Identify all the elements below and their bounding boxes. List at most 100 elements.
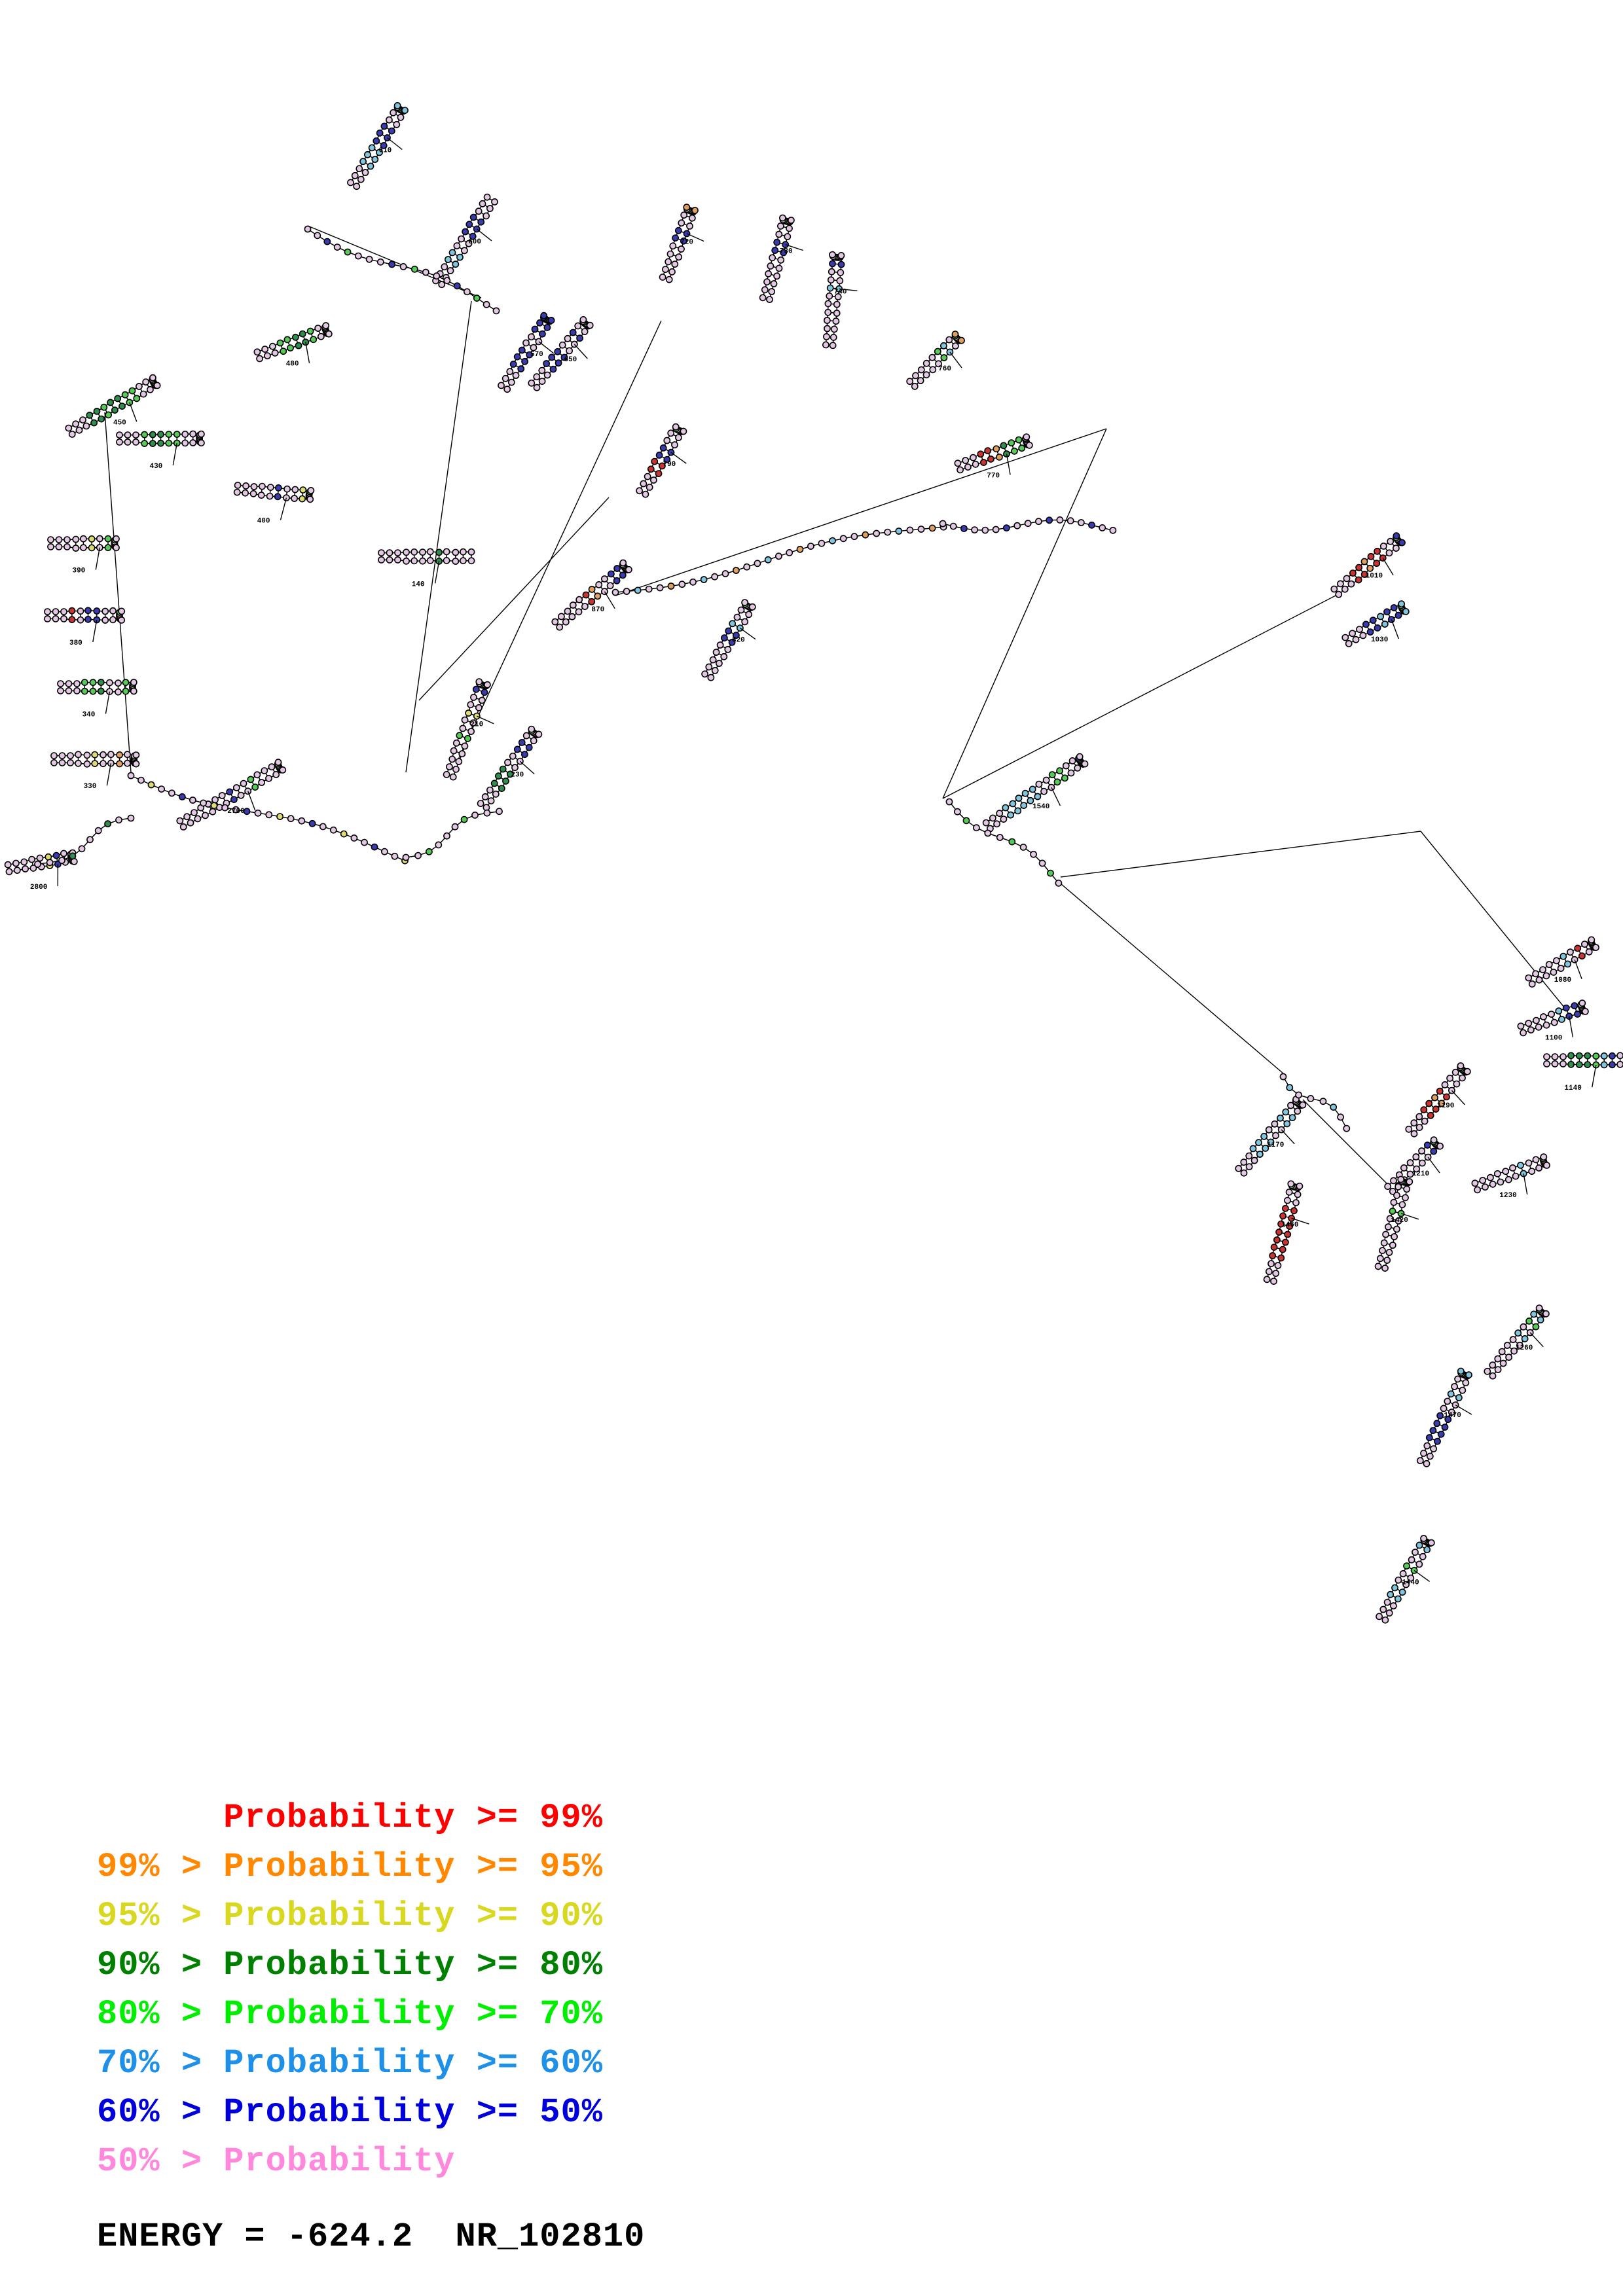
legend-row-p70: 80% > Probability >= 70%: [97, 1995, 603, 2034]
nucleotide-circle: [351, 171, 359, 179]
position-label: 390: [72, 567, 85, 575]
nucleotide-circle: [506, 770, 514, 778]
nucleotide-circle: [833, 310, 841, 317]
nucleotide-circle: [116, 751, 123, 759]
nucleotide-circle: [149, 440, 156, 447]
nucleotide-circle: [1273, 1236, 1281, 1244]
nucleotide-circle: [720, 653, 728, 660]
nucleotide-circle: [475, 678, 483, 685]
nucleotide-circle: [663, 456, 671, 463]
nucleotide-circle: [993, 445, 1000, 453]
nucleotide-circle: [452, 739, 460, 747]
position-label: 450: [113, 419, 126, 427]
nucleotide-circle: [773, 238, 781, 246]
nucleotide-circle: [1288, 1114, 1296, 1121]
position-label: 140: [412, 581, 425, 588]
position-label: 1210: [1412, 1170, 1429, 1178]
nucleotide-circle: [1489, 1180, 1497, 1188]
nucleotide-circle: [1067, 517, 1074, 525]
nucleotide-circle: [1399, 1570, 1407, 1577]
position-leader-line: [519, 761, 535, 775]
nucleotide-circle: [1369, 617, 1377, 624]
nucleotide-circle: [1381, 1616, 1389, 1624]
nucleotide-circle: [29, 865, 37, 872]
nucleotide-circle: [380, 122, 388, 130]
long-range-connector-2: [405, 300, 472, 773]
nucleotide-circle: [1381, 620, 1389, 628]
nucleotide-circle: [1415, 1560, 1423, 1568]
nucleotide-circle: [659, 273, 666, 281]
nucleotide-circle: [458, 750, 466, 758]
nucleotide-circle: [451, 823, 459, 831]
nucleotide-circle: [828, 268, 835, 276]
nucleotide-circle: [34, 860, 41, 868]
nucleotide-circle: [1471, 1179, 1479, 1187]
nucleotide-circle: [786, 224, 793, 232]
nucleotide-circle: [462, 228, 469, 236]
nucleotide-circle: [460, 557, 467, 565]
nucleotide-circle: [1448, 1408, 1455, 1416]
nucleotide-circle: [581, 328, 589, 335]
nucleotide-circle: [1451, 1383, 1458, 1390]
nucleotide-circle: [895, 528, 903, 535]
long-range-connector-11: [104, 412, 132, 773]
position-label: 380: [69, 639, 82, 647]
nucleotide-circle: [1574, 1011, 1581, 1018]
nucleotide-circle: [1558, 1016, 1565, 1023]
nucleotide-circle: [419, 548, 426, 556]
nucleotide-circle: [829, 260, 836, 268]
nucleotide-circle: [1286, 1084, 1294, 1092]
nucleotide-circle: [530, 344, 538, 351]
nucleotide-circle: [189, 797, 196, 804]
nucleotide-circle: [266, 492, 274, 500]
nucleotide-circle: [458, 235, 465, 243]
nucleotide-circle: [1502, 1168, 1510, 1175]
nucleotide-circle: [176, 817, 184, 825]
nucleotide-circle: [359, 158, 367, 166]
nucleotide-circle: [665, 258, 672, 266]
nucleotide-circle: [1408, 1556, 1415, 1564]
nucleotide-circle: [97, 679, 105, 686]
nucleotide-circle: [73, 680, 81, 687]
nucleotide-circle: [445, 256, 452, 263]
nucleotide-circle: [1398, 1588, 1406, 1596]
nucleotide-circle: [449, 773, 457, 781]
nucleotide-circle: [119, 403, 126, 410]
nucleotide-circle: [168, 789, 175, 797]
nucleotide-circle: [945, 798, 953, 806]
nucleotide-circle: [197, 430, 205, 438]
nucleotide-circle: [1294, 1107, 1302, 1115]
nucleotide-circle: [257, 492, 265, 499]
nucleotide-circle: [1400, 1164, 1408, 1172]
nucleotide-circle: [1275, 1229, 1283, 1236]
nucleotide-circle: [67, 752, 74, 759]
position-label: 790: [663, 461, 676, 469]
nucleotide-circle: [80, 535, 87, 543]
nucleotide-circle: [769, 254, 776, 262]
nucleotide-circle: [917, 377, 924, 384]
nucleotide-circle: [675, 253, 683, 261]
nucleotide-circle: [1532, 970, 1539, 978]
nucleotide-circle: [771, 247, 779, 254]
nucleotide-circle: [467, 728, 475, 735]
nucleotide-circle: [830, 325, 838, 333]
nucleotide-circle: [1552, 957, 1560, 965]
nucleotide-circle: [77, 607, 84, 615]
nucleotide-circle: [109, 616, 117, 624]
nucleotide-circle: [1407, 1574, 1415, 1582]
nucleotide-circle: [528, 379, 536, 387]
nucleotide-circle: [376, 129, 384, 137]
nucleotide-circle: [232, 784, 240, 791]
nucleotide-circle: [1423, 1460, 1431, 1467]
nucleotide-circle: [1053, 778, 1061, 786]
nucleotide-circle: [513, 745, 521, 753]
nucleotide-circle: [399, 262, 407, 270]
nucleotide-circle: [467, 701, 475, 709]
nucleotide-circle: [1042, 776, 1050, 784]
nucleotide-circle: [60, 615, 67, 622]
nucleotide-circle: [1013, 522, 1021, 529]
nucleotide-circle: [55, 536, 63, 543]
nucleotide-circle: [1403, 1562, 1410, 1570]
nucleotide-circle: [80, 544, 87, 552]
nucleotide-circle: [667, 583, 675, 590]
